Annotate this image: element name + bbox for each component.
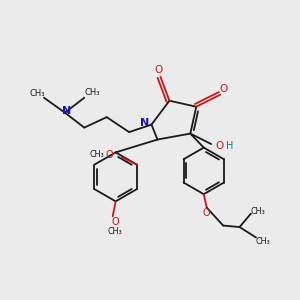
Text: CH₃: CH₃ xyxy=(250,207,265,216)
Text: O: O xyxy=(111,217,119,227)
Text: H: H xyxy=(226,140,233,151)
Text: CH₃: CH₃ xyxy=(89,150,104,159)
Text: O: O xyxy=(106,150,113,160)
Text: CH₃: CH₃ xyxy=(84,88,100,97)
Text: CH₃: CH₃ xyxy=(108,227,122,236)
Text: CH₃: CH₃ xyxy=(255,237,270,246)
Text: CH₃: CH₃ xyxy=(30,89,45,98)
Text: N: N xyxy=(140,118,149,128)
Text: O: O xyxy=(220,84,228,94)
Text: O: O xyxy=(203,208,211,218)
Text: O: O xyxy=(154,65,162,75)
Text: N: N xyxy=(62,106,71,116)
Text: O: O xyxy=(215,140,224,151)
